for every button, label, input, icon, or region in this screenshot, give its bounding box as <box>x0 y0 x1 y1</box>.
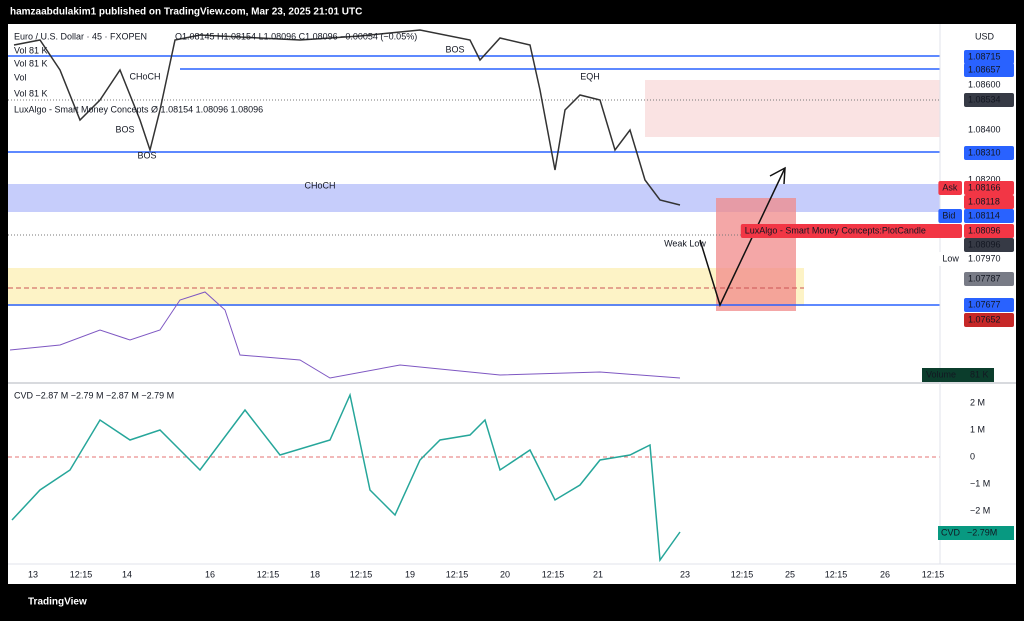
volume-tag-bg <box>922 368 994 382</box>
annotation: BOS <box>115 124 134 134</box>
price-label: 1.07652 <box>968 314 1001 324</box>
risk-box <box>716 198 796 311</box>
footer-bar <box>0 586 1024 616</box>
time-label: 12:15 <box>446 569 469 579</box>
time-label: 14 <box>122 569 132 579</box>
price-label-bg <box>964 50 1014 64</box>
time-label: 12:15 <box>825 569 848 579</box>
header-title: hamzaabdulakim1 published on TradingView… <box>10 7 362 18</box>
price-label-bg <box>964 63 1014 77</box>
price-label: 1.08118 <box>968 196 1000 206</box>
volume-tag: Volume <box>926 369 956 379</box>
price-label: 1.08166 <box>968 182 1001 192</box>
projection-arrow <box>699 167 786 308</box>
annotation: Weak Low <box>664 238 706 248</box>
price-label: 1.08310 <box>968 147 1001 157</box>
price-label: 1.08400 <box>968 124 1001 134</box>
footer-brand: TradingView <box>28 597 87 608</box>
time-label: 25 <box>785 569 795 579</box>
time-label: 12:15 <box>350 569 373 579</box>
time-label: 13 <box>28 569 38 579</box>
price-label: 1.08600 <box>968 79 1001 89</box>
price-tag-bg <box>740 224 962 238</box>
annotation: CHoCH <box>304 180 335 190</box>
price-label-bg <box>964 313 1014 327</box>
price-label-bg <box>964 224 1014 238</box>
pink-zone <box>645 80 940 137</box>
price-label: 1.08096 <box>968 225 1001 235</box>
price-tag: Ask <box>942 182 958 192</box>
price-label: 1.07970 <box>968 253 1001 263</box>
volume-ma <box>9 291 681 379</box>
legend-text: Euro / U.S. Dollar · 45 · FXOPEN <box>14 31 147 41</box>
price-label: 1.08096 <box>968 239 1001 249</box>
time-label: 18 <box>310 569 320 579</box>
cvd-label: −1 M <box>970 478 990 488</box>
price-tag-bg <box>938 252 962 266</box>
price-label-bg <box>964 272 1014 286</box>
legend-text: LuxAlgo - Smart Money Concepts Ø 1.08154… <box>14 104 263 114</box>
currency-label: USD <box>975 31 995 41</box>
price-label-bg <box>964 298 1014 312</box>
time-label: 21 <box>593 569 603 579</box>
price-tag-bg <box>938 181 962 195</box>
cvd-trace <box>11 392 681 563</box>
annotation: CHoCH <box>129 71 160 81</box>
legend-text: Vol 81 K <box>14 45 48 55</box>
time-label: 26 <box>880 569 890 579</box>
price-label: 1.07787 <box>968 273 1001 283</box>
time-label: 12:15 <box>731 569 754 579</box>
legend-text: O1.08145 H1.08154 L1.08096 C1.08096 −0.0… <box>175 31 417 41</box>
time-label: 12:15 <box>922 569 945 579</box>
time-label: 20 <box>500 569 510 579</box>
cvd-label: 2 M <box>970 397 985 407</box>
annotation: BOS <box>137 150 156 160</box>
price-tag: Low <box>942 253 959 263</box>
volume-value: 81 K <box>970 369 989 379</box>
cvd-value: −2.79M <box>967 527 997 537</box>
price-label: 1.08534 <box>968 94 1001 104</box>
legend-text: CVD −2.87 M −2.79 M −2.87 M −2.79 M <box>14 390 174 400</box>
price-label: 1.08715 <box>968 51 1001 61</box>
price-trace <box>13 29 681 206</box>
price-label: 1.08200 <box>968 174 1001 184</box>
price-label-bg <box>964 93 1014 107</box>
cvd-label: 1 M <box>970 424 985 434</box>
arrow-head <box>769 166 786 185</box>
legend-text: Vol <box>14 72 27 82</box>
yellow-zone <box>8 268 804 306</box>
price-label: 1.08657 <box>968 64 1001 74</box>
annotation: EQH <box>580 71 600 81</box>
legend-text: Vol 81 K <box>14 88 48 98</box>
cvd-tag-bg <box>938 526 964 540</box>
time-label: 16 <box>205 569 215 579</box>
price-tag: Bid <box>942 210 955 220</box>
cvd-tag: CVD <box>941 527 961 537</box>
price-label-bg <box>964 181 1014 195</box>
cvd-label: 0 <box>970 451 975 461</box>
price-tag-bg <box>938 209 962 223</box>
legend-text: Vol 81 K <box>14 58 48 68</box>
time-label: 12:15 <box>70 569 93 579</box>
time-label: 23 <box>680 569 690 579</box>
time-label: 19 <box>405 569 415 579</box>
cvd-value-bg <box>964 526 1014 540</box>
price-label-bg <box>964 195 1014 209</box>
blue-zone <box>8 184 940 212</box>
time-label: 12:15 <box>257 569 280 579</box>
price-label-bg <box>964 209 1014 223</box>
annotation: BOS <box>445 44 464 54</box>
price-label-bg <box>964 146 1014 160</box>
time-label: 12:15 <box>542 569 565 579</box>
price-label: 1.07677 <box>968 299 1001 309</box>
price-tag: LuxAlgo - Smart Money Concepts:PlotCandl… <box>745 225 926 235</box>
price-label: 1.08114 <box>968 210 1000 220</box>
cvd-label: −2 M <box>970 505 990 515</box>
price-label-bg <box>964 238 1014 252</box>
